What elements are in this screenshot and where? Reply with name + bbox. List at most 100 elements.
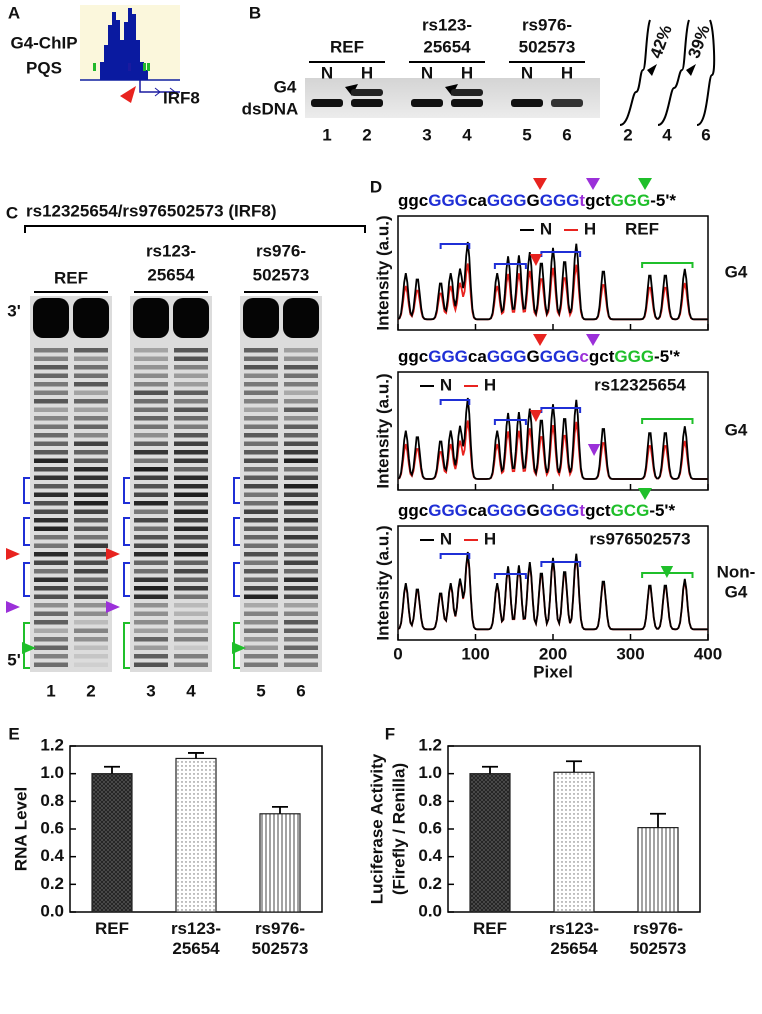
gel-band xyxy=(174,467,208,472)
bracket xyxy=(493,573,527,579)
gene-label: IRF8 xyxy=(163,88,200,107)
gel-band xyxy=(74,467,108,472)
group-label: rs123- xyxy=(146,241,196,260)
gel-band xyxy=(174,424,208,429)
x-tick-label: rs123-25654 xyxy=(548,919,600,958)
y-tick-label: 0.6 xyxy=(40,818,64,837)
gel-band xyxy=(311,99,343,107)
gel-band xyxy=(284,628,318,633)
sequence-part: GGG xyxy=(611,191,651,210)
error-bar xyxy=(104,765,120,774)
sequence-part: G xyxy=(527,347,540,366)
lane-condition: H xyxy=(461,63,473,82)
x-axis-label: Pixel xyxy=(533,662,573,681)
gel-band xyxy=(284,611,318,616)
gel-band xyxy=(34,560,68,565)
gel-band xyxy=(134,526,168,531)
gel-band xyxy=(74,382,108,387)
gel-band xyxy=(34,433,68,438)
legend-label: N xyxy=(440,375,452,394)
purple-arrowhead xyxy=(106,601,120,613)
gel-band xyxy=(74,586,108,591)
bracket xyxy=(123,517,130,546)
sequence-part: ggc xyxy=(398,347,428,366)
end-label: 3' xyxy=(7,301,21,320)
gel-band xyxy=(244,373,278,378)
gel-band xyxy=(244,662,278,667)
lane-condition: N xyxy=(421,63,433,82)
gel-band xyxy=(284,433,318,438)
gel-band xyxy=(34,492,68,497)
gel-band xyxy=(74,492,108,497)
gel-band xyxy=(244,535,278,540)
gel-band xyxy=(244,484,278,489)
trace-lane-4 xyxy=(657,19,690,126)
lane-condition: N xyxy=(521,63,533,82)
gel-band xyxy=(174,348,208,353)
gel-band xyxy=(34,416,68,421)
intensity-trace xyxy=(397,551,708,631)
sequence: ggcGGGcaGGGGGGGtgctGCG-5'* xyxy=(398,501,675,520)
g4-arrowheads xyxy=(345,84,458,96)
gel-band xyxy=(134,628,168,633)
gel-band xyxy=(244,543,278,548)
gel-band xyxy=(74,577,108,582)
gel-band xyxy=(74,611,108,616)
gel-band xyxy=(134,603,168,608)
gel-band xyxy=(134,484,168,489)
gel-band xyxy=(284,552,318,557)
gel-band xyxy=(244,645,278,650)
gel-band xyxy=(174,501,208,506)
structure-label: G4 xyxy=(725,262,748,281)
sequence-part: GGG xyxy=(487,347,527,366)
gel-band xyxy=(174,373,208,378)
gel-band xyxy=(74,509,108,514)
gel-band xyxy=(134,416,168,421)
gel-band xyxy=(174,382,208,387)
gel-band xyxy=(134,407,168,412)
end-label: 5' xyxy=(7,650,21,669)
gel-band xyxy=(284,603,318,608)
gel-band xyxy=(284,475,318,480)
bracket xyxy=(439,243,471,249)
gel-band xyxy=(34,543,68,548)
sequence: ggcGGGcaGGGGGGGtgctGGG-5'* xyxy=(398,191,676,210)
gel-band xyxy=(134,390,168,395)
red-arrowhead xyxy=(533,334,547,346)
gel-band xyxy=(134,535,168,540)
sequence-part: * xyxy=(669,191,676,210)
gel-band xyxy=(284,569,318,574)
sequence-part: t xyxy=(579,501,585,520)
lane-number: 4 xyxy=(462,125,472,144)
y-tick-label: 1.0 xyxy=(40,763,64,782)
bracket xyxy=(23,477,30,504)
x-tick-label: REF xyxy=(95,919,129,938)
gel-band xyxy=(284,535,318,540)
gel-band xyxy=(174,552,208,557)
gel-band xyxy=(244,382,278,387)
bracket xyxy=(233,477,240,504)
lane-number: 3 xyxy=(422,125,431,144)
gel-band xyxy=(174,628,208,633)
gel-band xyxy=(74,390,108,395)
gel-band xyxy=(134,450,168,455)
gel-band xyxy=(34,603,68,608)
sequence-part: ggc xyxy=(398,501,428,520)
gel-band xyxy=(284,348,318,353)
gel-band xyxy=(174,441,208,446)
lane-number: 4 xyxy=(186,681,196,700)
gel-band xyxy=(134,365,168,370)
structure-label: G4 xyxy=(725,420,748,439)
x-tick-label: 200 xyxy=(539,644,567,663)
gel-band xyxy=(284,577,318,582)
gel-band xyxy=(174,484,208,489)
gel-band xyxy=(174,543,208,548)
gel-band xyxy=(34,424,68,429)
gel-band xyxy=(34,526,68,531)
lane-number: 2 xyxy=(86,681,95,700)
gel-band xyxy=(284,382,318,387)
y-tick-label: 0.4 xyxy=(418,846,442,865)
red-arrowhead xyxy=(120,86,136,103)
gel-band xyxy=(34,645,68,650)
gel-band xyxy=(74,450,108,455)
